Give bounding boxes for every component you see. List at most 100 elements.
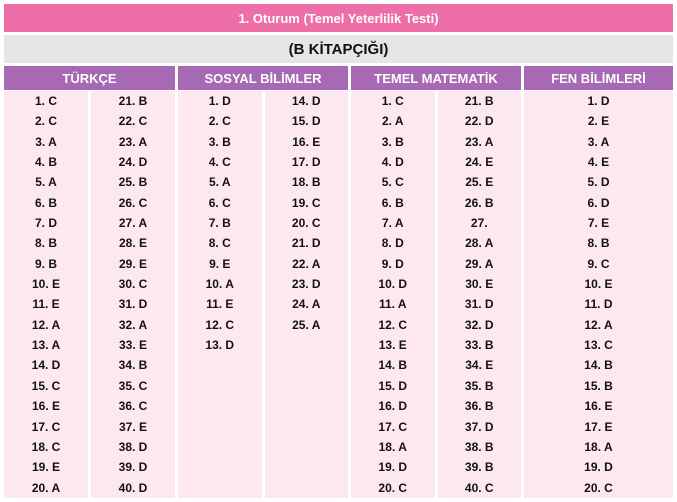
answer-item: 31. D — [464, 297, 494, 312]
answer-item: 18. A — [584, 439, 613, 454]
answer-item: 17. C — [378, 419, 408, 434]
answer-item: 13. C — [584, 338, 613, 353]
section-header-fen-bilimleri: FEN BİLİMLERİ — [524, 66, 673, 90]
answer-item: 29. E — [118, 256, 148, 271]
answer-item: 18. A — [378, 439, 407, 454]
answer-column: 21. B 22. D 23. A 24. E 25. E 26. B 27. 28. A 29… — [437, 91, 521, 498]
answer-item: 31. D — [118, 297, 148, 312]
answer-item: 10. A — [205, 277, 234, 292]
answer-item: 16. E — [31, 399, 61, 414]
answer-item: 7. E — [587, 216, 610, 231]
answer-item: 17. D — [291, 155, 321, 170]
answer-item: 21. B — [464, 94, 494, 108]
answer-item: 14. B — [378, 358, 408, 373]
answer-item: 14. D — [31, 358, 61, 373]
answer-item: 5. D — [587, 175, 610, 190]
answer-item: 23. A — [118, 134, 148, 149]
answer-item: 3. B — [381, 134, 404, 149]
answer-item: 36. B — [464, 399, 494, 414]
answer-item: 12. C — [205, 317, 235, 332]
answer-item: 1. C — [34, 94, 57, 108]
answer-item: 32. D — [464, 317, 494, 332]
answer-item: 8. D — [381, 236, 404, 251]
answer-item: 22. D — [464, 114, 494, 129]
answer-item: 39. B — [464, 460, 494, 475]
answer-item: 5. A — [208, 175, 231, 190]
booklet-label: (B KİTAPÇIĞI) — [4, 35, 673, 63]
answer-item: 38. D — [118, 439, 148, 454]
answer-item: 24. D — [118, 155, 148, 170]
answer-item: 2. A — [381, 114, 404, 129]
answer-item: 36. C — [118, 399, 148, 414]
answer-item: 40. D — [118, 480, 148, 495]
answer-item: 32. A — [118, 317, 148, 332]
answer-item: 4. E — [587, 155, 610, 170]
answer-item: 37. E — [118, 419, 148, 434]
section-turkce: TÜRKÇE 1. C 2. C 3. A 4. B 5. A 6. B 7. D 8. B 9… — [4, 66, 175, 498]
answer-item: 5. C — [381, 175, 404, 190]
answer-item: 30. E — [465, 277, 494, 292]
answer-item: 4. B — [34, 155, 57, 170]
answer-item: 30. C — [118, 277, 148, 292]
answer-item: 9. C — [587, 256, 610, 271]
answer-item: 5. A — [35, 175, 57, 190]
answer-item: 1. D — [208, 94, 231, 108]
answer-item: 12. C — [378, 317, 408, 332]
answer-item: 22. C — [118, 114, 148, 129]
answer-item: 20. A — [31, 480, 61, 495]
answer-item: 33. E — [118, 338, 148, 353]
answer-item: 28. E — [118, 236, 148, 251]
answer-item: 14. B — [584, 358, 613, 373]
answer-item: 16. E — [292, 134, 321, 149]
answer-item: 6. B — [381, 195, 404, 210]
answer-item: 40. C — [464, 480, 494, 495]
answer-item: 14. D — [291, 94, 321, 108]
answer-item: 21. B — [118, 94, 148, 108]
answer-item: 7. D — [34, 216, 57, 231]
section-sosyal-bilimler: SOSYAL BİLİMLER 1. D 2. C 3. B 4. C 5. A 6. C… — [178, 66, 348, 498]
answer-item: 24. E — [465, 155, 494, 170]
answer-item: 6. B — [34, 195, 57, 210]
answer-item: 1. D — [587, 94, 610, 108]
answer-item: 10. D — [378, 277, 408, 292]
answer-item: 34. B — [118, 358, 148, 373]
answer-item: 6. C — [208, 195, 231, 210]
answer-item: 34. E — [465, 358, 494, 373]
answer-item: 25. A — [292, 317, 321, 332]
answer-column: 1. D 2. C 3. B 4. C 5. A 6. C 7. B 8. C 9. E 10. … — [178, 91, 262, 498]
answer-item: 19. D — [378, 460, 408, 475]
section-body-temel-matematik: 1. C 2. A 3. B 4. D 5. C 6. B 7. A 8. D 9. D 10. … — [351, 91, 521, 498]
section-body-fen-bilimleri: 1. D 2. E 3. A 4. E 5. D 6. D 7. E 8. B 9. C 10. … — [524, 91, 673, 498]
answer-item: 20. C — [584, 480, 613, 495]
answer-item: 15. D — [378, 378, 408, 393]
answer-item: 8. B — [587, 236, 610, 251]
answer-item: 26. C — [118, 195, 148, 210]
answer-item: 37. D — [464, 419, 494, 434]
answer-item: 13. D — [205, 338, 235, 353]
answer-item: 23. D — [291, 277, 321, 292]
answer-item: 11. A — [378, 297, 407, 312]
answer-item: 25. B — [118, 175, 148, 190]
answer-item: 7. A — [381, 216, 404, 231]
answer-item: 35. B — [464, 378, 494, 393]
answer-column: 21. B 22. C 23. A 24. D 25. B 26. C 27. A 28. E… — [91, 91, 175, 498]
answer-item: 2. E — [587, 114, 610, 129]
answer-item: 17. E — [584, 419, 613, 434]
answer-item: 10. E — [584, 277, 613, 292]
answer-item: 11. D — [584, 297, 613, 312]
section-temel-matematik: TEMEL MATEMATİK 1. C 2. A 3. B 4. D 5. C 6. B… — [351, 66, 521, 498]
answer-item: 4. C — [208, 155, 231, 170]
answer-item: 4. D — [381, 155, 404, 170]
answer-item: 29. A — [465, 256, 494, 271]
answer-item: 15. C — [31, 378, 61, 393]
answer-item: 12. A — [31, 317, 61, 332]
answer-item: 9. D — [381, 256, 404, 271]
answer-item: 33. B — [464, 338, 494, 353]
answer-item: 27. — [470, 216, 488, 231]
answer-column: 1. C 2. A 3. B 4. D 5. C 6. B 7. A 8. D 9. D 10. … — [351, 91, 435, 498]
answer-item: 18. C — [31, 439, 61, 454]
answer-item: 3. A — [35, 134, 57, 149]
answer-item: 11. E — [32, 297, 60, 312]
answer-item: 15. B — [584, 378, 613, 393]
page-title: 1. Oturum (Temel Yeterlilik Testi) — [4, 4, 673, 32]
